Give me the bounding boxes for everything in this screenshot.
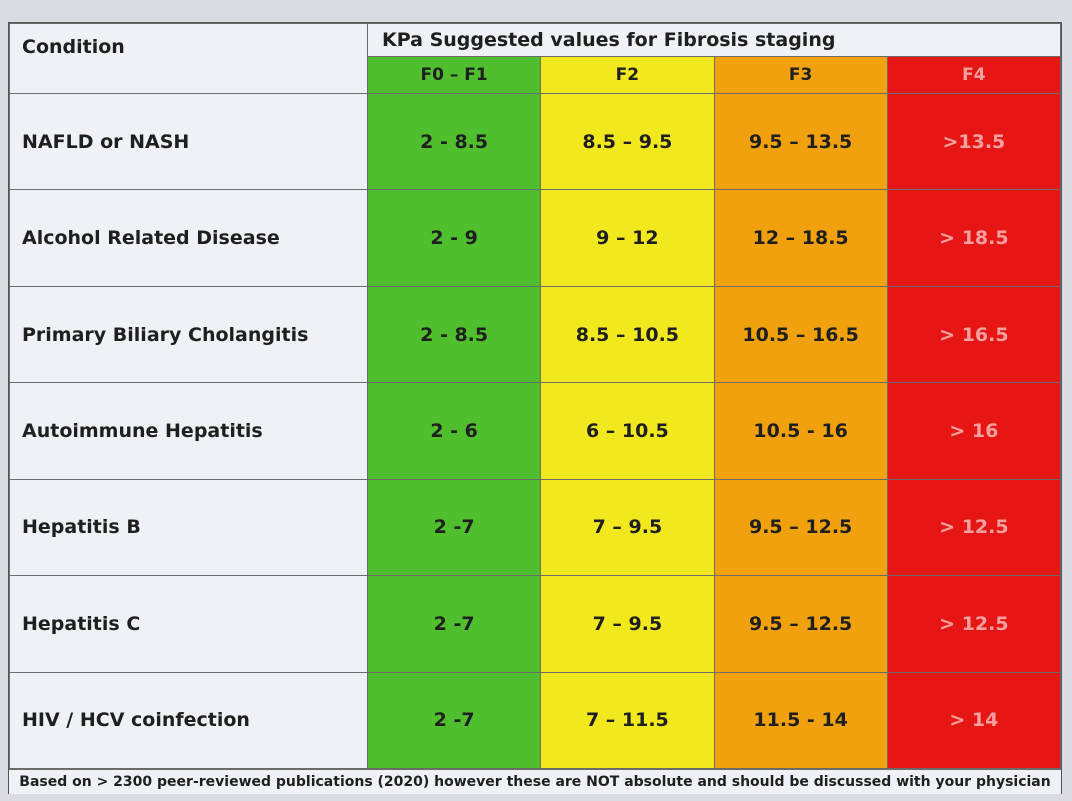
- footnote: Based on > 2300 peer-reviewed publicatio…: [9, 769, 1061, 794]
- condition-column-header: Condition: [9, 23, 368, 94]
- value-cell-f4: > 16.5: [886, 285, 1062, 384]
- table-row: Hepatitis C 2 -7 7 – 9.5 9.5 – 12.5 > 12…: [9, 575, 1062, 673]
- value-cell-f2: 8.5 – 10.5: [540, 285, 715, 384]
- value-cell-f4: > 16: [886, 382, 1062, 480]
- condition-cell: Primary Biliary Cholangitis: [9, 285, 368, 384]
- condition-cell: Hepatitis B: [9, 478, 368, 577]
- value-cell-f2: 9 – 12: [540, 189, 715, 287]
- condition-cell: NAFLD or NASH: [9, 92, 368, 191]
- value-cell-f3: 10.5 – 16.5: [713, 285, 888, 384]
- table-row: Alcohol Related Disease 2 - 9 9 – 12 12 …: [9, 189, 1062, 287]
- value-cell-f4: > 14: [886, 671, 1062, 770]
- value-cell-f0-f1: 2 - 6: [366, 382, 542, 480]
- value-cell-f3: 9.5 – 12.5: [713, 478, 888, 577]
- table-row: NAFLD or NASH 2 - 8.5 8.5 – 9.5 9.5 – 13…: [9, 92, 1062, 191]
- fibrosis-staging-table: Condition KPa Suggested values for Fibro…: [9, 23, 1062, 770]
- condition-cell: Alcohol Related Disease: [9, 189, 368, 287]
- value-cell-f2: 7 – 9.5: [540, 575, 715, 673]
- stage-header-f0-f1: F0 – F1: [366, 56, 542, 94]
- value-cell-f0-f1: 2 - 9: [366, 189, 542, 287]
- value-cell-f3: 11.5 - 14: [713, 671, 888, 770]
- condition-cell: Autoimmune Hepatitis: [9, 382, 368, 480]
- table-row: Primary Biliary Cholangitis 2 - 8.5 8.5 …: [9, 285, 1062, 384]
- value-cell-f0-f1: 2 -7: [366, 478, 542, 577]
- table-row: HIV / HCV coinfection 2 -7 7 – 11.5 11.5…: [9, 671, 1062, 770]
- value-cell-f0-f1: 2 -7: [366, 671, 542, 770]
- table-row: Autoimmune Hepatitis 2 - 6 6 – 10.5 10.5…: [9, 382, 1062, 480]
- stage-header-f4: F4: [886, 56, 1062, 94]
- value-cell-f3: 9.5 – 12.5: [713, 575, 888, 673]
- value-cell-f4: > 12.5: [886, 478, 1062, 577]
- value-cell-f4: > 18.5: [886, 189, 1062, 287]
- condition-cell: Hepatitis C: [9, 575, 368, 673]
- value-cell-f2: 6 – 10.5: [540, 382, 715, 480]
- value-cell-f3: 12 – 18.5: [713, 189, 888, 287]
- value-cell-f3: 9.5 – 13.5: [713, 92, 888, 191]
- value-cell-f2: 8.5 – 9.5: [540, 92, 715, 191]
- value-cell-f0-f1: 2 -7: [366, 575, 542, 673]
- value-cell-f4: > 12.5: [886, 575, 1062, 673]
- value-cell-f0-f1: 2 - 8.5: [366, 92, 542, 191]
- table-row: Hepatitis B 2 -7 7 – 9.5 9.5 – 12.5 > 12…: [9, 478, 1062, 577]
- value-cell-f3: 10.5 - 16: [713, 382, 888, 480]
- stage-header-f3: F3: [713, 56, 888, 94]
- condition-cell: HIV / HCV coinfection: [9, 671, 368, 770]
- fibrosis-staging-sheet: Condition KPa Suggested values for Fibro…: [8, 22, 1062, 794]
- value-cell-f2: 7 – 9.5: [540, 478, 715, 577]
- value-cell-f2: 7 – 11.5: [540, 671, 715, 770]
- stage-header-f2: F2: [540, 56, 715, 94]
- value-cell-f4: >13.5: [886, 92, 1062, 191]
- value-cell-f0-f1: 2 - 8.5: [366, 285, 542, 384]
- kpa-group-header: KPa Suggested values for Fibrosis stagin…: [367, 23, 1061, 57]
